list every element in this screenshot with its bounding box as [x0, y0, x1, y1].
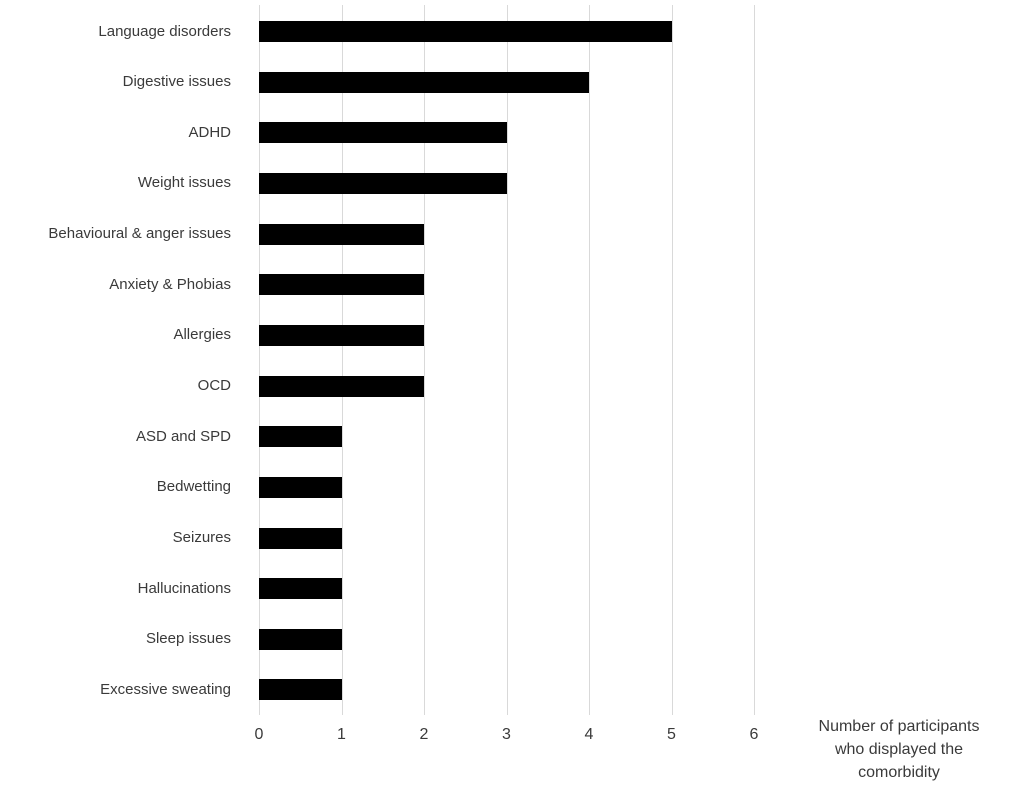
- category-label: Bedwetting: [156, 478, 231, 496]
- category-label: Anxiety & Phobias: [109, 275, 231, 293]
- x-tick-label: 6: [749, 726, 759, 743]
- x-tick-label: 3: [502, 726, 511, 743]
- bar: [259, 476, 342, 498]
- x-axis-title: Number of participants who displayed the…: [787, 715, 1011, 784]
- gridline: [259, 5, 260, 715]
- gridline: [506, 5, 508, 715]
- category-label: Hallucinations: [137, 579, 231, 597]
- gridline: [671, 5, 673, 715]
- x-tick-label: 4: [584, 726, 594, 743]
- bar: [259, 324, 424, 346]
- bar: [259, 122, 507, 144]
- bar: [259, 223, 424, 245]
- category-label: ADHD: [188, 123, 231, 141]
- x-axis-title-line: comorbidity: [858, 764, 940, 781]
- category-label: ASD and SPD: [135, 427, 231, 445]
- gridline: [424, 5, 425, 715]
- category-label: Digestive issues: [122, 73, 231, 91]
- category-label: Language disorders: [98, 22, 231, 40]
- category-label: Behavioural & anger issues: [48, 225, 231, 243]
- bar: [259, 578, 342, 600]
- x-axis-title-line: Number of participants: [818, 718, 980, 735]
- category-label: Sleep issues: [145, 630, 231, 648]
- bar: [259, 274, 424, 296]
- x-axis-title-line: who displayed the: [834, 741, 964, 758]
- bar: [259, 426, 342, 448]
- category-label: Excessive sweating: [100, 680, 231, 698]
- bar: [259, 21, 672, 42]
- bar: [259, 527, 342, 549]
- bar: [259, 71, 589, 93]
- gridline: [754, 5, 755, 715]
- bar: [259, 375, 424, 397]
- x-tick-label: 1: [337, 726, 346, 743]
- gridline: [589, 5, 590, 715]
- bar: [259, 172, 507, 194]
- category-label: Allergies: [173, 326, 231, 344]
- plot-area: [259, 5, 756, 715]
- bar: [259, 628, 342, 650]
- x-tick-label: 2: [419, 726, 429, 743]
- bar: [259, 679, 342, 701]
- x-tick-label: 5: [667, 726, 676, 743]
- category-label: Weight issues: [137, 174, 231, 192]
- category-label: OCD: [197, 377, 231, 395]
- category-label: Seizures: [172, 529, 231, 546]
- x-tick-label: 0: [254, 726, 264, 743]
- gridline: [341, 5, 343, 715]
